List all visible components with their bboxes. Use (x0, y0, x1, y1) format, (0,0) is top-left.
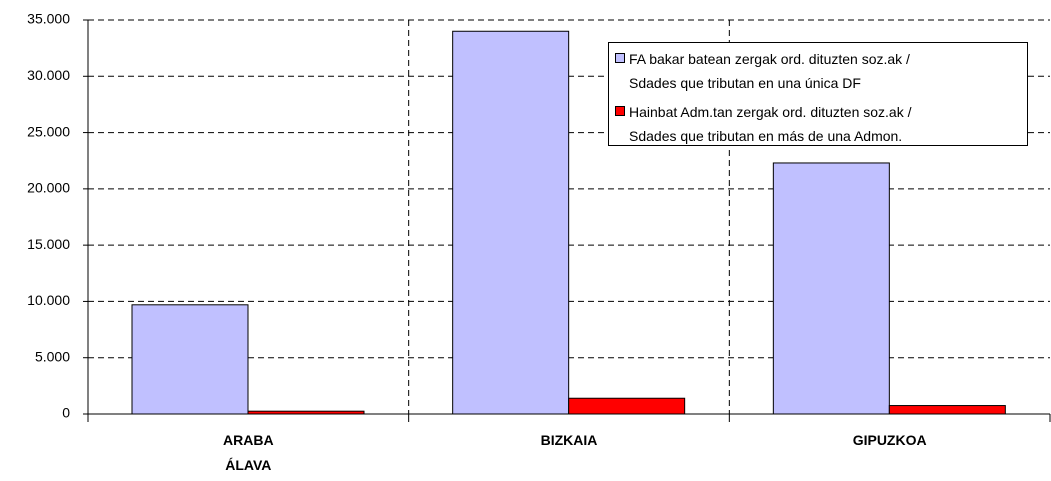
y-tick-label: 10.000 (27, 292, 70, 308)
y-tick-label: 25.000 (27, 123, 70, 139)
legend-label: FA bakar batean zergak ord. dituzten soz… (629, 51, 910, 91)
x-tick-label: BIZKAIA (540, 432, 598, 448)
legend-label: Hainbat Adm.tan zergak ord. dituzten soz… (629, 104, 912, 144)
y-tick-label: 20.000 (27, 180, 70, 196)
x-tick-label: GIPUZKOA (852, 432, 927, 448)
y-tick-label: 30.000 (27, 67, 70, 83)
y-tick-label: 5.000 (35, 348, 70, 364)
x-tick-label: ARABA ÁLAVA (223, 432, 274, 473)
legend-swatch (615, 106, 625, 116)
bar (772, 162, 890, 415)
y-tick-label: 15.000 (27, 236, 70, 252)
legend: FA bakar batean zergak ord. dituzten soz… (608, 42, 1028, 146)
y-tick-label: 35.000 (27, 11, 70, 27)
legend-item: FA bakar batean zergak ord. dituzten soz… (615, 47, 1021, 95)
bar (131, 304, 249, 415)
y-tick-label: 0 (62, 405, 70, 421)
legend-swatch (615, 53, 625, 63)
bar (568, 397, 686, 415)
legend-item: Hainbat Adm.tan zergak ord. dituzten soz… (615, 100, 1021, 148)
bar (888, 405, 1006, 415)
bar (452, 30, 570, 415)
